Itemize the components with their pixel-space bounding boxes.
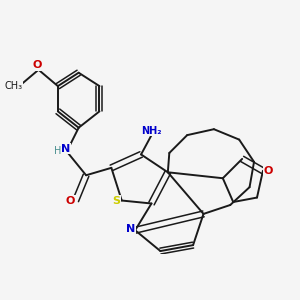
Text: N: N: [61, 143, 70, 154]
Text: CH₃: CH₃: [4, 81, 22, 91]
Text: N: N: [126, 224, 135, 234]
Text: S: S: [112, 196, 120, 206]
Text: O: O: [66, 196, 75, 206]
Text: H: H: [54, 146, 61, 157]
Text: O: O: [264, 166, 273, 176]
Text: O: O: [32, 60, 42, 70]
Text: NH₂: NH₂: [141, 126, 162, 136]
